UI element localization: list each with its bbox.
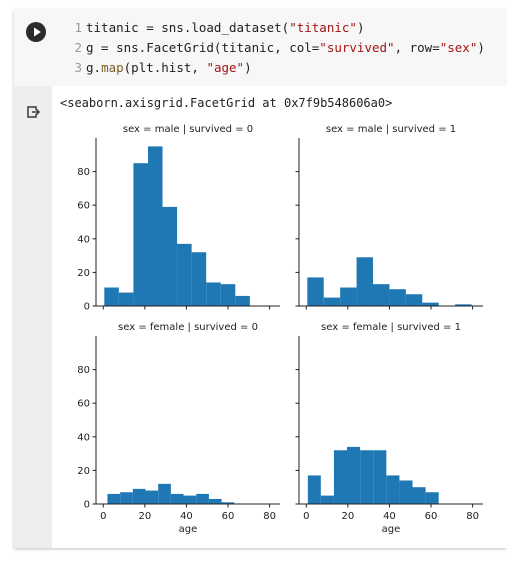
- histogram-bar: [347, 446, 361, 504]
- x-tick-label: 20: [341, 511, 354, 522]
- code-token: map: [101, 60, 124, 75]
- histogram-bar: [147, 146, 163, 306]
- x-tick-label: 60: [222, 511, 235, 522]
- histogram-bar: [360, 450, 374, 504]
- run-cell-button[interactable]: [26, 22, 46, 42]
- histogram-bar: [118, 292, 134, 306]
- histogram-bar: [412, 487, 426, 504]
- histogram-bar: [323, 297, 341, 306]
- code-token: g = sns.FacetGrid(titanic, col=: [86, 40, 320, 55]
- histogram-bar: [221, 502, 235, 504]
- histogram-bar: [340, 287, 357, 306]
- histogram-bar: [389, 289, 406, 306]
- x-tick-label: 40: [383, 511, 396, 522]
- facet-panel: sex = male | survived = 1: [295, 124, 483, 310]
- code-token: "age": [206, 60, 245, 75]
- histogram-bar: [133, 163, 148, 306]
- y-tick-label: 0: [84, 500, 90, 511]
- y-tick-label: 40: [77, 234, 90, 245]
- histogram-bar: [191, 252, 207, 306]
- code-line[interactable]: 2 g = sns.FacetGrid(titanic, col="survive…: [66, 38, 485, 58]
- histogram-bar: [422, 302, 439, 306]
- code-token: ): [477, 40, 485, 55]
- code-token: g.: [86, 60, 102, 75]
- x-axis-label: age: [382, 524, 401, 535]
- y-tick-label: 40: [77, 432, 90, 443]
- histogram-bar: [162, 206, 178, 306]
- code-token: "titanic": [289, 20, 357, 35]
- y-tick-label: 0: [84, 302, 90, 313]
- play-icon: [34, 27, 41, 37]
- x-tick-label: 80: [466, 511, 479, 522]
- histogram-bar: [455, 304, 472, 306]
- y-tick-label: 60: [77, 201, 90, 212]
- line-number: 1: [74, 20, 82, 35]
- x-tick-label: 80: [263, 511, 276, 522]
- code-token: , row=: [394, 40, 440, 55]
- code-token: ): [356, 20, 365, 35]
- histogram-bar: [132, 488, 146, 504]
- histogram-bar: [145, 490, 159, 504]
- histogram-bar: [206, 282, 221, 306]
- code-token: "sex": [439, 40, 478, 55]
- histogram-bar: [320, 495, 334, 504]
- y-tick-label: 20: [77, 268, 90, 279]
- histogram-bar: [405, 294, 423, 306]
- code-text[interactable]: 1 titanic = sns.load_dataset("titanic") 2 g…: [66, 18, 485, 78]
- facet-title: sex = male | survived = 1: [326, 124, 456, 135]
- x-tick-label: 60: [425, 511, 438, 522]
- histogram-bar: [196, 493, 209, 504]
- histogram-bar: [333, 450, 348, 504]
- histogram-bar: [158, 483, 171, 504]
- histogram-bar: [307, 475, 321, 504]
- histogram-bar: [386, 475, 400, 504]
- code-token: titanic = sns.load_dataset(: [86, 20, 290, 35]
- histogram-bar: [356, 257, 374, 306]
- notebook-cell: 1 titanic = sns.load_dataset("titanic") 2 g…: [14, 10, 507, 548]
- y-tick-label: 80: [77, 365, 90, 376]
- output-gutter: [14, 86, 52, 548]
- x-tick-label: 40: [180, 511, 193, 522]
- x-tick-label: 0: [303, 511, 309, 522]
- y-tick-label: 60: [77, 399, 90, 410]
- histogram-bar: [235, 295, 250, 306]
- histogram-bar: [208, 498, 222, 504]
- histogram-bar: [120, 492, 133, 504]
- output-text: <seaborn.axisgrid.FacetGrid at 0x7f9b548…: [60, 96, 393, 110]
- histogram-bar: [220, 284, 236, 306]
- line-number: 2: [74, 40, 82, 55]
- histogram-bar: [170, 493, 184, 504]
- code-token: ): [244, 60, 252, 75]
- histogram-bar: [307, 277, 324, 306]
- line-number: 3: [74, 60, 82, 75]
- output-icon[interactable]: [26, 104, 42, 120]
- histogram-bar: [399, 480, 413, 504]
- y-tick-label: 20: [77, 466, 90, 477]
- histogram-bar: [373, 450, 387, 504]
- code-token: "survived": [319, 40, 395, 55]
- x-axis-label: age: [179, 524, 198, 535]
- code-token: (plt.hist,: [123, 60, 207, 75]
- facet-panel: sex = male | survived = 0 0 20 40 60 80: [77, 124, 280, 313]
- histogram-bar: [104, 287, 119, 306]
- x-tick-label: 0: [100, 511, 106, 522]
- histogram-bar: [183, 495, 197, 504]
- facet-title: sex = female | survived = 0: [118, 322, 258, 333]
- facet-panel: sex = female | survived = 1 0 20 40 60 80 age: [295, 322, 483, 535]
- histogram-bar: [107, 493, 121, 504]
- histogram-bar: [373, 284, 390, 306]
- x-tick-label: 20: [138, 511, 151, 522]
- code-editor[interactable]: 1 titanic = sns.load_dataset("titanic") 2 g…: [14, 10, 507, 86]
- y-tick-label: 80: [77, 167, 90, 178]
- facet-title: sex = male | survived = 0: [123, 124, 253, 135]
- code-line[interactable]: 1 titanic = sns.load_dataset("titanic"): [66, 18, 485, 38]
- facet-title: sex = female | survived = 1: [321, 322, 461, 333]
- histogram-bar: [425, 492, 439, 504]
- code-line[interactable]: 3 g.map(plt.hist, "age"): [66, 58, 485, 78]
- facet-panel: sex = female | survived = 0 0 20 40 60 80 0 20 4…: [77, 322, 280, 535]
- histogram-bar: [177, 243, 192, 306]
